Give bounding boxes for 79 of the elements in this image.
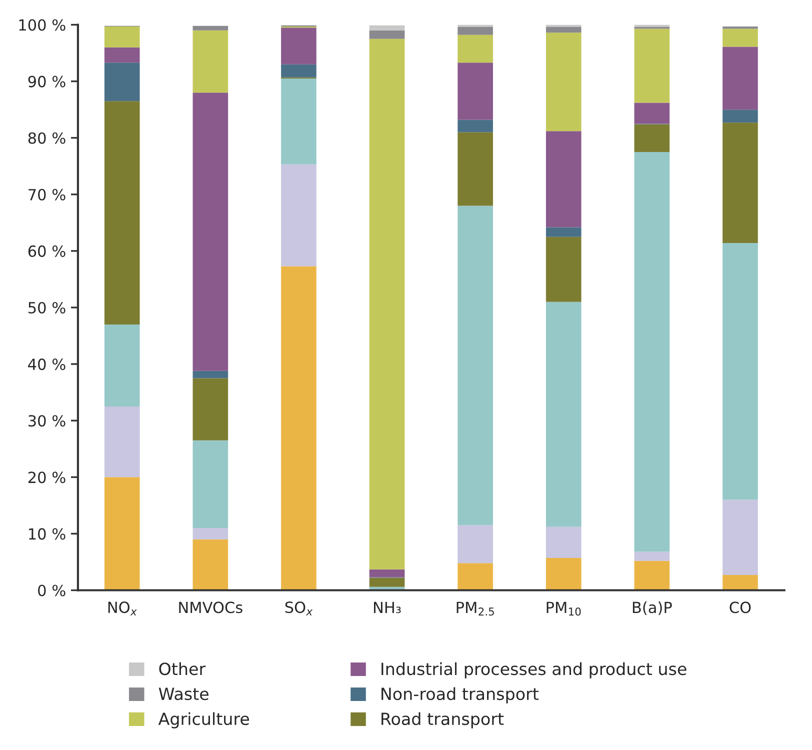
bar: [369, 30, 405, 39]
bar: [192, 539, 228, 590]
bar: [104, 26, 140, 48]
bar: [281, 78, 316, 164]
bar: [104, 47, 140, 63]
y-tick-label: 80 %: [28, 132, 66, 144]
bar: [634, 552, 670, 561]
y-tick-label: 0 %: [38, 584, 66, 596]
bar: [722, 574, 758, 590]
legend-label: Other: [159, 662, 206, 676]
bar: [192, 370, 228, 378]
bar: [634, 152, 670, 552]
bar: [104, 324, 140, 406]
bar: [458, 27, 493, 35]
legend-label: Non-road transport: [382, 687, 539, 704]
bar: [634, 124, 670, 152]
x-tick-label: SO$_{x}$: [285, 602, 313, 616]
bar: [634, 28, 670, 103]
bar: [722, 243, 758, 500]
bar: [458, 525, 493, 564]
bar: [546, 27, 582, 33]
legend-label: Industrial processes and product use: [382, 662, 686, 678]
x-tick-label: B(a)P: [632, 601, 672, 615]
y-tick-label: 50 %: [28, 302, 66, 314]
x-tick-label: CO: [730, 602, 751, 614]
y-tick-label: 70 %: [28, 188, 66, 200]
bar: [458, 62, 493, 120]
legend-label: Road transport: [382, 712, 504, 728]
bar: [634, 102, 670, 124]
bar: [192, 26, 228, 30]
bar: [192, 92, 228, 371]
x-tick-label: NMVOCs: [179, 602, 242, 614]
bar: [281, 266, 316, 590]
bar: [104, 406, 140, 478]
bar: [722, 110, 758, 123]
x-tick-label: PM$_{10}$: [546, 602, 581, 616]
bar: [546, 236, 582, 302]
bar: [722, 28, 758, 47]
x-tick-label: NH₃: [374, 602, 401, 614]
y-tick-label: 100 %: [19, 19, 66, 31]
legend-label: Agriculture: [158, 712, 250, 728]
y-tick-label: 30 %: [28, 415, 66, 427]
bar: [458, 563, 493, 590]
bar: [369, 569, 405, 578]
bar: [104, 62, 140, 102]
legend-label: Waste: [158, 688, 208, 700]
bar: [369, 578, 405, 587]
bar: [722, 46, 758, 110]
bar: [458, 34, 493, 63]
bar: [369, 38, 405, 570]
bar: [458, 132, 493, 206]
x-tick-label: PM$_{2.5}$: [456, 602, 494, 616]
bar: [281, 164, 316, 266]
bar: [104, 477, 140, 590]
y-tick-label: 10 %: [29, 528, 66, 540]
bar: [369, 25, 405, 30]
bar: [546, 558, 582, 590]
bar: [546, 302, 582, 527]
x-tick-label: NO$_{x}$: [108, 602, 137, 616]
bar: [458, 120, 493, 132]
bar: [722, 122, 758, 244]
y-tick-label: 60 %: [28, 245, 66, 257]
bar: [192, 378, 228, 440]
bar: [104, 101, 140, 324]
y-tick-label: 20 %: [28, 472, 66, 484]
bar: [192, 440, 228, 528]
bar: [281, 64, 316, 78]
bar: [281, 28, 316, 64]
bar: [546, 227, 582, 237]
bar: [458, 206, 493, 526]
bar: [546, 32, 582, 132]
bar: [192, 528, 228, 540]
y-tick-label: 90 %: [28, 76, 66, 88]
bar: [192, 30, 228, 93]
bar: [722, 500, 758, 575]
bar: [634, 560, 670, 590]
bar: [546, 131, 582, 228]
bar: [546, 526, 582, 558]
y-tick-label: 40 %: [28, 358, 66, 370]
